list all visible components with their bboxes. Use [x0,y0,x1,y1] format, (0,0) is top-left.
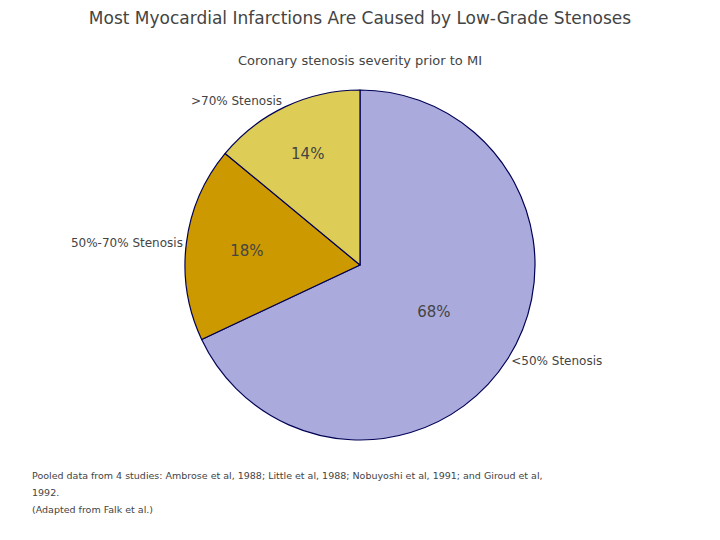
svg-text:1992.: 1992. [32,487,59,498]
svg-text:<50% Stenosis: <50% Stenosis [511,354,602,368]
svg-text:Coronary stenosis severity pri: Coronary stenosis severity prior to MI [238,53,482,68]
svg-text:(Adapted from Falk et al.): (Adapted from Falk et al.) [32,504,153,515]
svg-text:68%: 68% [417,303,450,321]
svg-text:Most Myocardial Infarctions Ar: Most Myocardial Infarctions Are Caused b… [89,8,631,28]
svg-text:14%: 14% [291,145,324,163]
svg-text:Pooled data from 4 studies: Am: Pooled data from 4 studies: Ambrose et a… [32,470,543,481]
svg-text:50%-70% Stenosis: 50%-70% Stenosis [71,236,183,250]
svg-text:18%: 18% [230,242,263,260]
svg-text:>70% Stenosis: >70% Stenosis [191,94,282,108]
